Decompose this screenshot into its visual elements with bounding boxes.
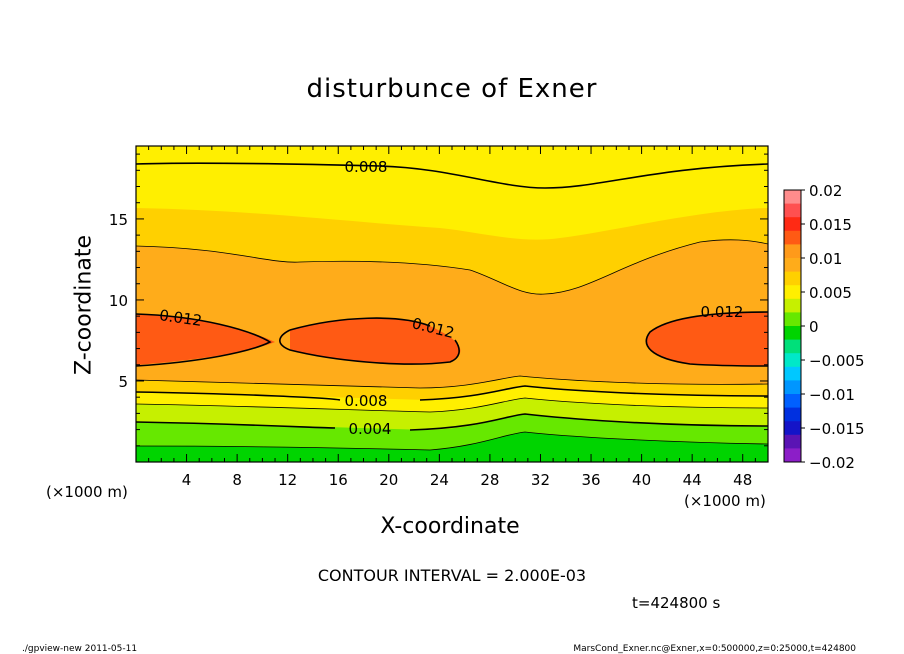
x-tick-label: 16 [329, 471, 348, 489]
chart-title: disturbunce of Exner [306, 74, 598, 104]
x-tick-label: 24 [430, 471, 449, 489]
y-tick-label: 10 [109, 292, 128, 310]
band-0.014 [136, 314, 275, 365]
colorbar-segment [784, 230, 801, 245]
colorbar-segment [784, 353, 801, 368]
x-tick-label: 32 [531, 471, 550, 489]
band-0.014-b [290, 318, 461, 365]
x-tick-label: 44 [683, 471, 702, 489]
x-tick-label: 8 [232, 471, 242, 489]
colorbar-segment [784, 203, 801, 218]
colorbar-segment [784, 271, 801, 286]
colorbar-segment [784, 366, 801, 381]
colorbar-segment [784, 434, 801, 449]
band-0.014-c [646, 312, 768, 366]
colorbar-segment [784, 312, 801, 327]
x-axis-ticks: 4 8 12 16 20 24 28 32 36 40 44 48 [135, 146, 769, 489]
colorbar-segment [784, 190, 801, 205]
colorbar-label: 0 [809, 318, 819, 336]
x-tick-label: 36 [581, 471, 600, 489]
colorbar-label: −0.01 [809, 386, 855, 404]
x-axis-unit: (×1000 m) [684, 492, 766, 510]
contour-label: 0.008 [345, 392, 388, 410]
y-tick-label: 15 [109, 211, 128, 229]
y-axis-label: Z-coordinate [71, 235, 97, 375]
x-tick-label: 48 [733, 471, 752, 489]
contour-label: 0.004 [349, 420, 392, 438]
x-tick-label: 40 [632, 471, 651, 489]
colorbar-segment [784, 244, 801, 259]
colorbar-segment [784, 380, 801, 395]
heatmap-field [136, 146, 768, 462]
x-tick-label: 20 [379, 471, 398, 489]
colorbar-segment [784, 285, 801, 300]
x-tick-label: 4 [182, 471, 192, 489]
y-tick-label: 5 [118, 373, 128, 391]
y-axis-ticks: 5 10 15 [109, 153, 768, 463]
x-axis-label: X-coordinate [380, 514, 520, 539]
colorbar-segment [784, 394, 801, 409]
colorbar-segment [784, 217, 801, 232]
x-tick-label: 12 [278, 471, 297, 489]
colorbar-segment [784, 448, 801, 463]
colorbar-segment [784, 298, 801, 313]
colorbar-label: 0.015 [809, 216, 852, 234]
colorbar: 0.02 0.015 0.01 0.005 0 −0.005 −0.01 −0.015 −0.0… [783, 182, 865, 472]
colorbar-label: −0.02 [809, 454, 855, 472]
colorbar-segment [784, 339, 801, 354]
colorbar-segment [784, 258, 801, 273]
colorbar-label: 0.005 [809, 284, 852, 302]
colorbar-segment [784, 421, 801, 436]
band-0.002 [136, 432, 768, 462]
y-axis-unit: (×1000 m) [46, 483, 128, 501]
contour-label: 0.008 [345, 158, 388, 176]
footer-right: MarsCond_Exner.nc@Exner,x=0:500000,z=0:2… [573, 644, 856, 654]
colorbar-label: 0.01 [809, 250, 842, 268]
contour-label: 0.012 [701, 303, 744, 321]
contour-interval-text: CONTOUR INTERVAL = 2.000E-03 [317, 566, 587, 585]
colorbar-label: −0.005 [809, 352, 865, 370]
x-tick-label: 28 [480, 471, 499, 489]
time-label: t=424800 s [632, 594, 721, 612]
colorbar-segment [784, 407, 801, 422]
contour-label: 0.012 [158, 306, 203, 330]
colorbar-segment [784, 326, 801, 341]
colorbar-label: 0.02 [809, 182, 842, 200]
footer-left: ./gpview-new 2011-05-11 [22, 644, 138, 654]
colorbar-label: −0.015 [809, 420, 865, 438]
